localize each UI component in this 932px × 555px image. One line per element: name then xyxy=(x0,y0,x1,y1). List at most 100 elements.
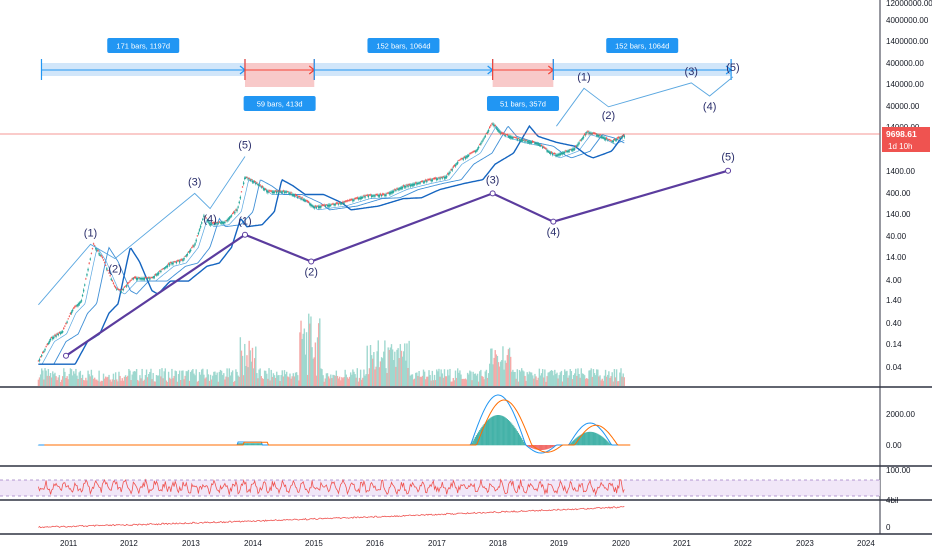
candle-body xyxy=(523,139,524,140)
candle-body xyxy=(148,277,149,278)
candle-body xyxy=(73,308,74,309)
candle-body xyxy=(481,141,482,142)
candle-body xyxy=(190,249,191,251)
macd-histogram-bar xyxy=(501,416,502,446)
macd-histogram-bar xyxy=(578,436,579,445)
macd-histogram-bar xyxy=(246,443,247,445)
candle-body xyxy=(149,278,150,280)
candle-body xyxy=(364,196,365,198)
candle-body xyxy=(237,206,238,207)
date-range-label: 152 bars, 1064d xyxy=(615,42,669,51)
candle-body xyxy=(432,179,433,181)
wave-point xyxy=(726,168,731,173)
macd-histogram-bar xyxy=(544,445,545,450)
candle-body xyxy=(426,181,427,183)
macd-histogram-bar xyxy=(540,445,541,450)
candle-body xyxy=(275,191,276,192)
macd-histogram-bar xyxy=(608,442,609,445)
wave-point xyxy=(242,232,247,237)
candle-body xyxy=(290,192,291,193)
macd-histogram-bar xyxy=(549,445,550,448)
candle-body xyxy=(130,280,131,281)
candle-body xyxy=(278,191,279,193)
candle-body xyxy=(123,289,124,290)
wave-label: (5) xyxy=(238,139,251,151)
macd-histogram-bar xyxy=(588,432,589,445)
candle-body xyxy=(374,195,375,196)
wave-label: (2) xyxy=(602,110,615,122)
candle-body xyxy=(545,148,546,149)
candle-body xyxy=(119,290,120,291)
macd-histogram-bar xyxy=(475,437,476,445)
wave-label: (2) xyxy=(108,264,121,276)
y-tick-label: 0.14 xyxy=(886,340,902,349)
candle-body xyxy=(451,169,452,171)
moving-average-line xyxy=(38,126,624,364)
candle-body xyxy=(117,288,118,289)
candle-body xyxy=(577,144,578,146)
macd-histogram-bar xyxy=(498,415,499,445)
candle-body xyxy=(381,195,382,196)
macd-histogram-bar xyxy=(607,441,608,445)
candle-body xyxy=(449,172,450,173)
wave-point xyxy=(551,219,556,224)
candle-body xyxy=(551,152,552,153)
candle-body xyxy=(191,247,192,248)
candle-body xyxy=(301,197,302,198)
candle-body xyxy=(448,173,449,175)
volume-bar xyxy=(624,377,625,386)
macd-histogram-bar xyxy=(488,419,489,445)
candle-body xyxy=(482,139,483,140)
wave-label: (5) xyxy=(726,62,739,74)
candle-body xyxy=(114,285,115,286)
candle-body xyxy=(232,213,233,214)
macd-histogram-bar xyxy=(530,445,531,448)
y-tick-label: 1.40 xyxy=(886,296,902,305)
candle-body xyxy=(74,306,75,307)
candle-body xyxy=(279,190,280,191)
candle-body xyxy=(490,125,491,126)
y-tick-label: 1400.00 xyxy=(886,167,915,176)
wave-point xyxy=(309,259,314,264)
candle-body xyxy=(574,148,575,150)
y-tick-label: 4000000.00 xyxy=(886,16,929,25)
candle-body xyxy=(120,291,121,292)
candle-body xyxy=(128,282,129,283)
wave-label: (1) xyxy=(577,71,590,83)
y-tick-label: 400000.00 xyxy=(886,59,924,68)
candle-body xyxy=(102,257,103,258)
candle-body xyxy=(316,207,317,208)
candle-body xyxy=(480,143,481,144)
candle-body xyxy=(48,343,49,344)
macd-histogram-bar xyxy=(255,443,256,445)
candle-body xyxy=(182,259,183,261)
candle-body xyxy=(568,150,569,152)
macd-signal-line xyxy=(44,400,630,452)
candle-body xyxy=(308,202,309,203)
wave-path xyxy=(38,157,245,305)
moving-average-line xyxy=(38,127,624,365)
date-range-box xyxy=(245,63,314,87)
candle-body xyxy=(271,191,272,192)
macd-histogram-bar xyxy=(258,443,259,445)
candle-body xyxy=(83,290,84,292)
candle-body xyxy=(453,166,454,167)
macd-histogram-bar xyxy=(605,439,606,445)
wave-label: (3) xyxy=(685,66,698,78)
candle-body xyxy=(463,158,464,160)
macd-histogram-bar xyxy=(494,416,495,446)
macd-histogram-bar xyxy=(603,438,604,446)
candle-body xyxy=(283,190,284,191)
macd-histogram-bar xyxy=(485,423,486,446)
candle-body xyxy=(277,191,278,192)
macd-histogram-bar xyxy=(250,443,251,445)
y-tick-label: 400.00 xyxy=(886,189,911,198)
candle-body xyxy=(183,258,184,260)
candle-body xyxy=(393,191,394,193)
macd-histogram-bar xyxy=(506,418,507,445)
candle-body xyxy=(439,178,440,180)
candle-body xyxy=(194,243,195,245)
candle-body xyxy=(499,131,500,132)
